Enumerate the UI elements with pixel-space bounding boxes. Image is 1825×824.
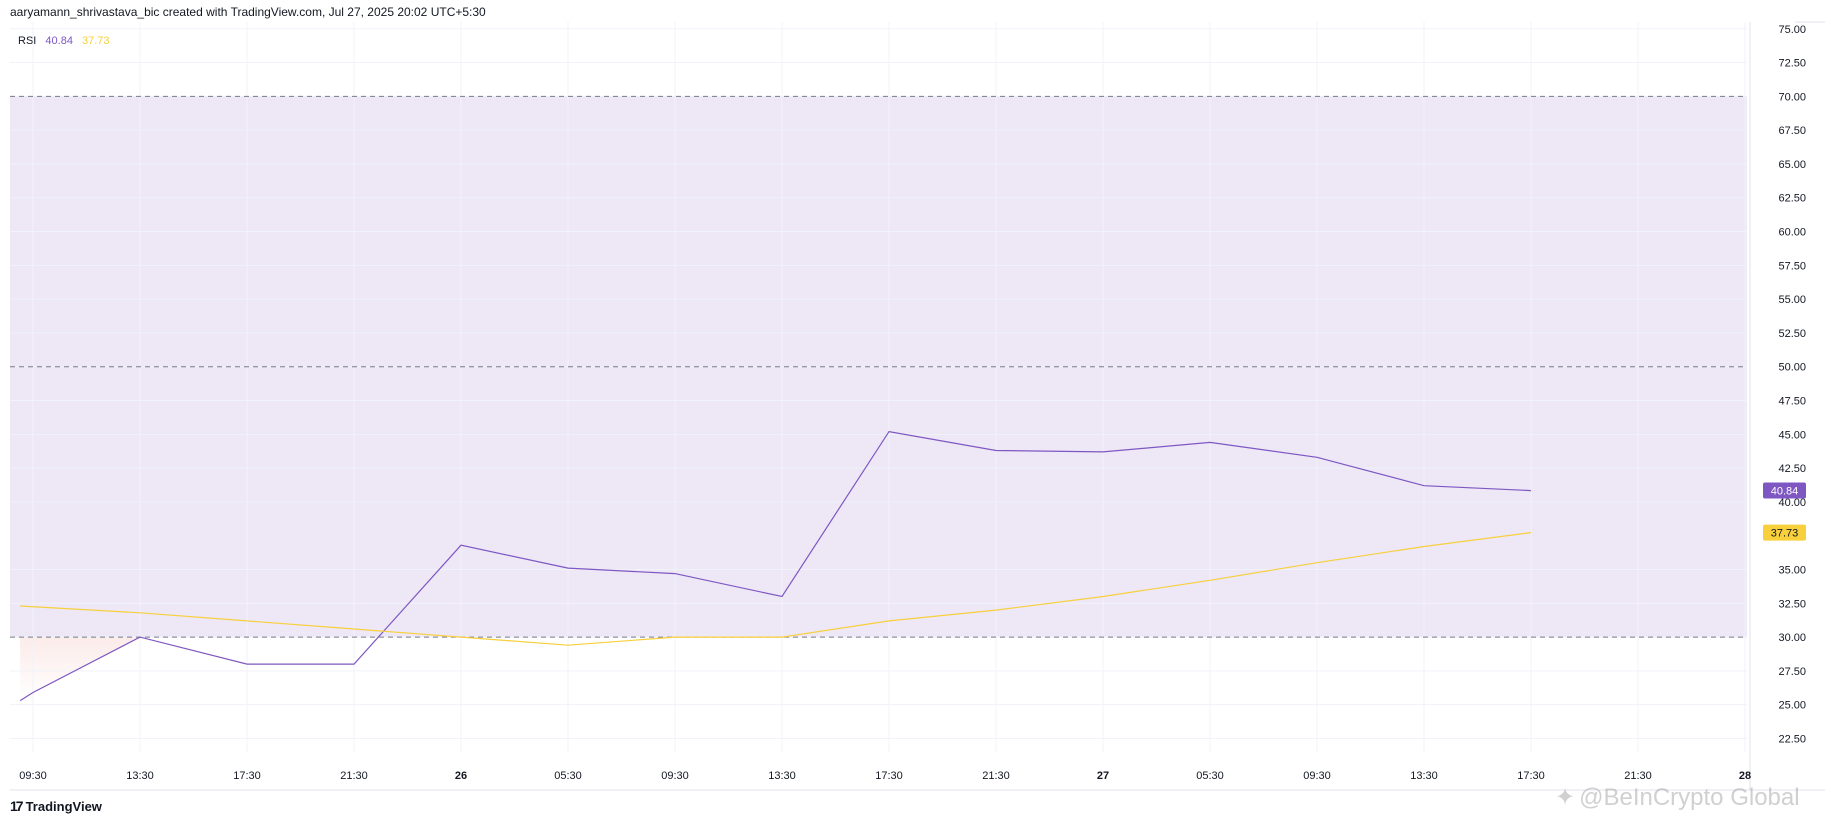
y-tick-label: 67.50 [1778,125,1806,137]
tradingview-logo[interactable]: 17 TradingView [10,798,102,814]
y-tick-label: 75.00 [1778,24,1806,36]
last-value-label-ma: 37.73 [1763,524,1806,541]
beincrypto-logo-icon: ✦ [1555,784,1576,811]
x-tick-label: 09:30 [19,770,47,782]
x-tick-label: 17:30 [1517,770,1545,782]
x-tick-label: 27 [1097,770,1109,782]
y-tick-label: 30.00 [1778,632,1806,644]
x-tick-label: 13:30 [768,770,796,782]
chart-header: aaryamann_shrivastava_bic created with T… [10,5,486,19]
x-tick-label: 21:30 [1624,770,1652,782]
x-tick-label: 13:30 [126,770,154,782]
last-value-label-rsi: 40.84 [1763,482,1806,499]
indicator-legend[interactable]: RSI 40.84 37.73 [18,35,110,47]
y-tick-label: 72.50 [1778,58,1806,70]
y-tick-label: 35.00 [1778,565,1806,577]
y-tick-label: 65.00 [1778,159,1806,171]
tradingview-logo-text: TradingView [25,798,102,814]
x-tick-label: 17:30 [875,770,903,782]
tradingview-logo-icon: 17 [10,798,24,814]
y-tick-label: 45.00 [1778,429,1806,441]
watermark-text: @BeInCrypto Global [1579,783,1800,811]
last-value-text: 37.73 [1771,528,1799,540]
x-tick-label: 26 [455,770,467,782]
y-tick-label: 25.00 [1778,700,1806,712]
y-tick-label: 42.50 [1778,463,1806,475]
x-tick-label: 21:30 [340,770,368,782]
x-tick-label: 09:30 [661,770,689,782]
legend-value-rsi: 40.84 [45,35,73,47]
x-tick-label: 05:30 [554,770,582,782]
y-tick-label: 22.50 [1778,733,1806,745]
y-tick-label: 50.00 [1778,362,1806,374]
y-tick-label: 32.50 [1778,598,1806,610]
x-tick-label: 13:30 [1410,770,1438,782]
x-tick-label: 05:30 [1196,770,1224,782]
y-tick-label: 40.00 [1778,497,1806,509]
legend-value-ma: 37.73 [82,35,110,47]
y-tick-label: 52.50 [1778,328,1806,340]
x-tick-label: 09:30 [1303,770,1331,782]
watermark: ✦ @BeInCrypto Global [1555,783,1800,812]
y-tick-label: 27.50 [1778,666,1806,678]
x-tick-label: 21:30 [982,770,1010,782]
y-tick-label: 47.50 [1778,396,1806,408]
y-tick-label: 57.50 [1778,260,1806,272]
rsi-line [19,430,1532,702]
rsi-ma-line [20,532,1532,646]
legend-label: RSI [18,35,37,47]
y-tick-label: 60.00 [1778,227,1806,239]
last-value-text: 40.84 [1771,486,1799,498]
y-tick-label: 55.00 [1778,294,1806,306]
y-tick-label: 62.50 [1778,193,1806,205]
oversold-fill [20,637,140,701]
last-value-badge [1763,482,1806,499]
y-tick-label: 70.00 [1778,91,1806,103]
last-value-badge [1763,524,1806,541]
x-tick-label: 28 [1739,770,1751,782]
x-tick-label: 17:30 [233,770,261,782]
